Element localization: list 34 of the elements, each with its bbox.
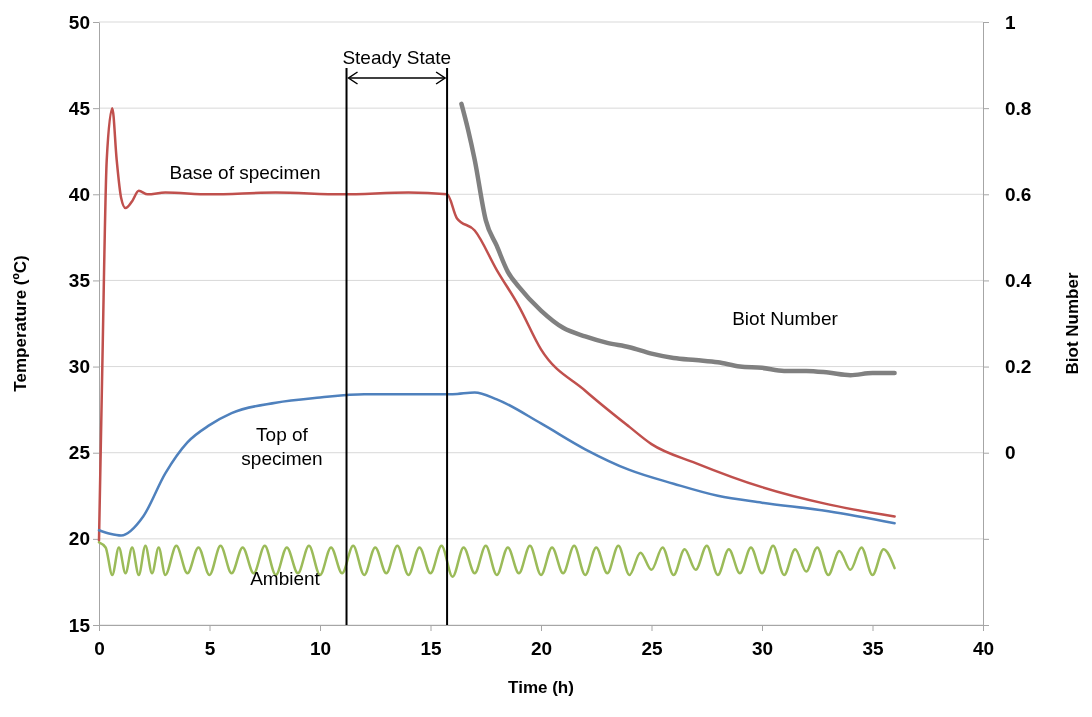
y-tick-label: 40: [68, 183, 90, 205]
y-tick-label: 50: [68, 11, 90, 33]
series-label: Base of specimen: [169, 162, 321, 183]
line-series: [97, 391, 896, 537]
x-tick-label: 5: [204, 637, 216, 659]
y-tick-label: 35: [68, 270, 91, 292]
series-label: Ambient: [250, 568, 321, 589]
x-tick-label: 15: [420, 637, 442, 659]
y2-tick-label: 1: [1005, 11, 1016, 33]
line-series: [459, 101, 897, 378]
y2-tick-label: 0: [1005, 442, 1016, 464]
x-tick-label: 25: [641, 637, 663, 659]
y2-tick-label: 0.8: [1005, 97, 1032, 119]
x-tick-label: 20: [530, 637, 553, 659]
x-tick-label: 30: [751, 637, 774, 659]
y-tick-label: 45: [68, 97, 91, 119]
x-tick-label: 40: [972, 637, 995, 659]
y-tick-label: 15: [68, 614, 91, 636]
x-tick-label: 10: [309, 637, 332, 659]
y-tick-label: 20: [68, 528, 90, 550]
annotation: Steady State: [342, 47, 452, 68]
line-series: [97, 106, 896, 542]
y2-tick-label: 0.2: [1005, 356, 1032, 378]
series-label: Biot Number: [732, 308, 839, 329]
x-tick-label: 35: [862, 637, 884, 659]
series-label: Top of specimen: [241, 424, 323, 469]
x-tick-label: 0: [94, 637, 105, 659]
x-axis-title: Time (h): [508, 678, 574, 697]
y2-axis-title: Biot Number: [1063, 272, 1082, 375]
y2-tick-label: 0.4: [1005, 270, 1032, 292]
y-tick-label: 30: [68, 356, 90, 378]
y-axis-title: Temperature (ºC): [11, 255, 30, 392]
y2-tick-label: 0.6: [1005, 183, 1032, 205]
y-tick-label: 25: [68, 442, 91, 464]
